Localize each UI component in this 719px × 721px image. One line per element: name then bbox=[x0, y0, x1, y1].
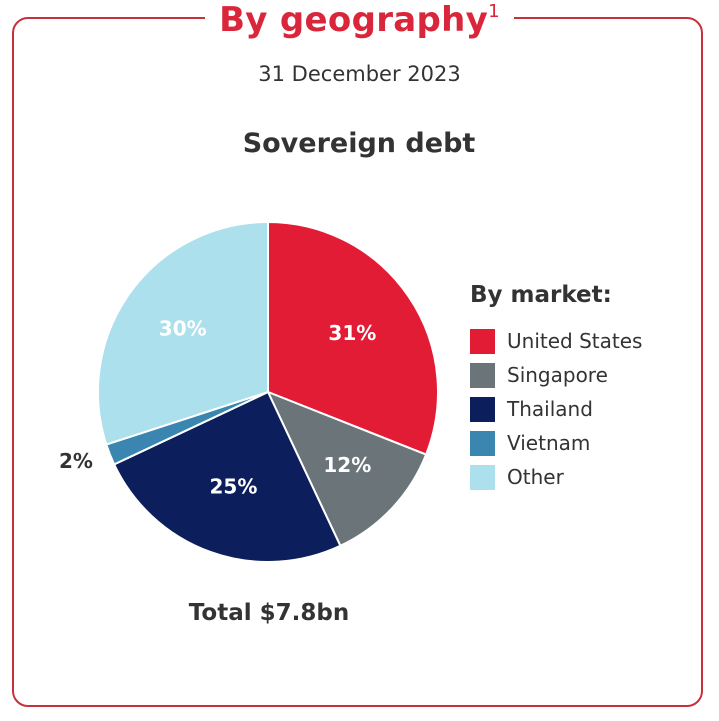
legend-item-united-states: United States bbox=[470, 324, 700, 358]
legend-item-singapore: Singapore bbox=[470, 358, 700, 392]
legend-label: Singapore bbox=[507, 363, 608, 387]
pie-slice-other bbox=[97, 220, 269, 446]
panel-title: By geography1 bbox=[205, 0, 514, 40]
legend-swatch bbox=[470, 362, 495, 388]
legend-label: United States bbox=[507, 329, 643, 353]
report-date: 31 December 2023 bbox=[258, 62, 461, 86]
chart-title: Sovereign debt bbox=[242, 128, 476, 159]
pie-slice-singapore bbox=[266, 390, 428, 548]
pie-slice-thailand bbox=[112, 390, 342, 563]
legend-title: By market: bbox=[470, 282, 612, 308]
total-label: Total $7.8bn bbox=[188, 600, 350, 626]
legend-label: Vietnam bbox=[507, 431, 591, 455]
panel-title-text: By geography bbox=[219, 0, 489, 40]
legend-label: Other bbox=[507, 465, 564, 489]
footnote-marker: 1 bbox=[488, 0, 500, 22]
legend-swatch bbox=[470, 464, 495, 490]
legend-swatch bbox=[470, 430, 495, 456]
legend-swatch bbox=[470, 328, 495, 354]
legend-item-other: Other bbox=[470, 460, 700, 494]
pie-slice-united-states bbox=[267, 220, 439, 456]
pie-label-other: 30% bbox=[159, 317, 207, 341]
legend-items: United States Singapore Thailand Vietnam Oth… bbox=[470, 324, 700, 494]
legend: By market: United States Singapore Thailan… bbox=[470, 282, 700, 494]
pie-label-vietnam: 2% bbox=[59, 449, 93, 473]
panel-header: By geography1 bbox=[0, 0, 719, 40]
pie-label-thailand: 25% bbox=[210, 474, 258, 498]
legend-label: Thailand bbox=[507, 397, 593, 421]
pie-label-singapore: 12% bbox=[323, 453, 371, 477]
legend-item-thailand: Thailand bbox=[470, 392, 700, 426]
legend-swatch bbox=[470, 396, 495, 422]
pie-label-united-states: 31% bbox=[328, 321, 376, 345]
legend-item-vietnam: Vietnam bbox=[470, 426, 700, 460]
